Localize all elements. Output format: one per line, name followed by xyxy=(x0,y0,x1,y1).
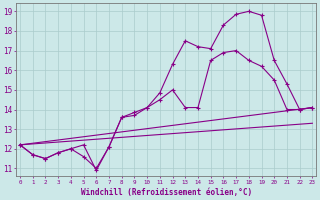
X-axis label: Windchill (Refroidissement éolien,°C): Windchill (Refroidissement éolien,°C) xyxy=(81,188,252,197)
